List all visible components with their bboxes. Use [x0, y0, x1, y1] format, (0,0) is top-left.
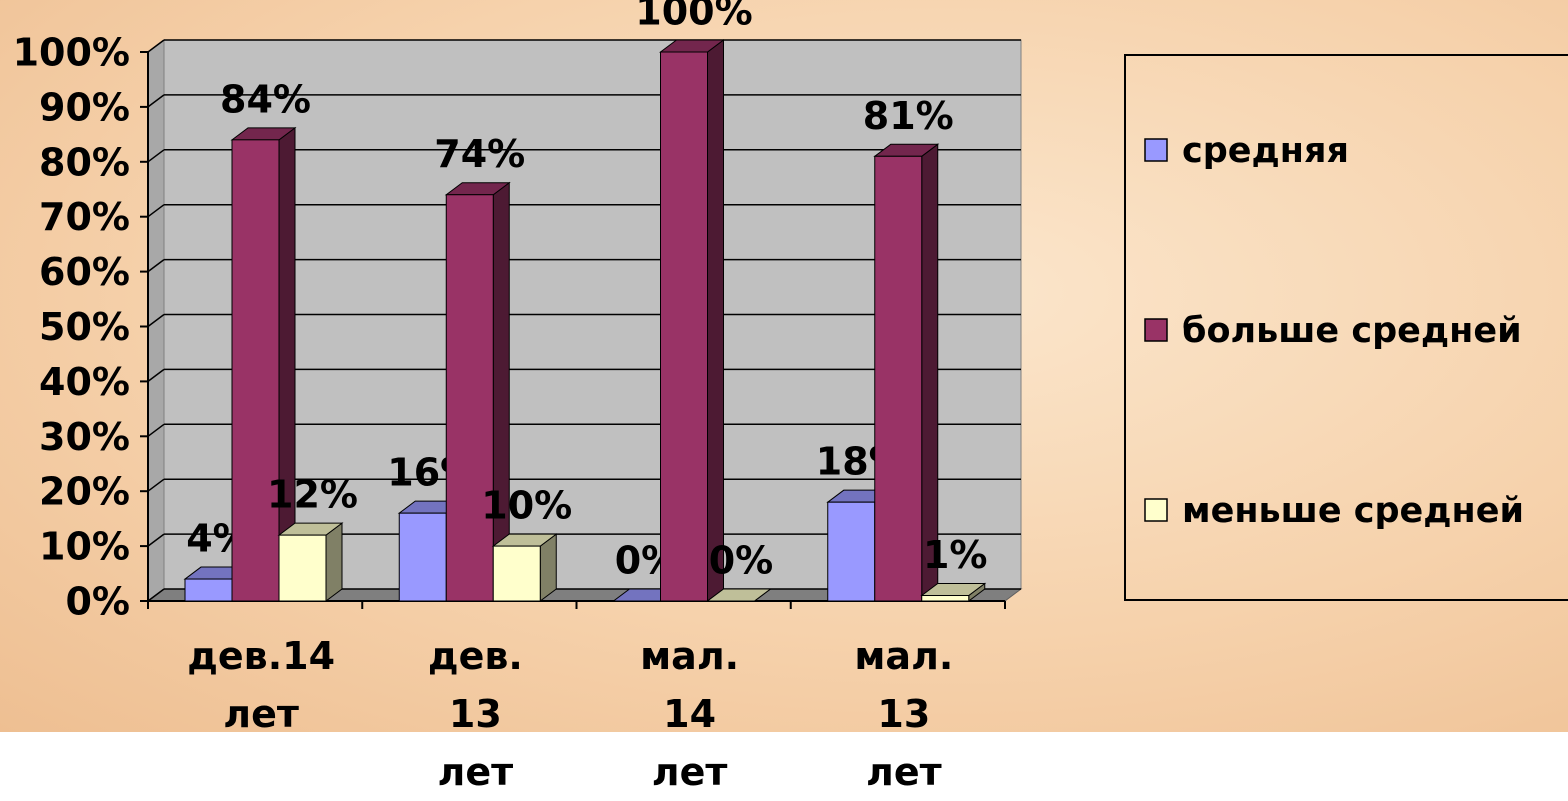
grid-line: [147, 533, 165, 547]
bar-top: [706, 588, 772, 602]
y-tick-label: 90%: [39, 85, 130, 129]
y-tick-label: 40%: [39, 360, 130, 404]
grid-line: [147, 368, 165, 382]
grid-line: [147, 204, 165, 218]
grid-line: [147, 313, 165, 328]
value-label: 84%: [220, 77, 311, 121]
bar: [184, 578, 233, 602]
grid-line: [147, 94, 165, 108]
y-tick-label: 80%: [39, 140, 130, 184]
bar: [278, 534, 327, 602]
bar: [231, 139, 280, 602]
x-tick-label: дев. 13 лет: [427, 634, 523, 794]
grid-line: [147, 39, 165, 53]
legend-label: больше средней: [1182, 311, 1522, 351]
legend-swatch: [1144, 498, 1168, 522]
bar: [660, 51, 708, 602]
chart: 0%10%20%30%40%50%60%70%80%90%100%4%16%0%…: [13, 0, 1568, 624]
bar: [874, 155, 923, 602]
value-label: 0%: [709, 539, 774, 583]
grid-line: [147, 478, 165, 492]
bar-side: [325, 522, 343, 602]
bar: [492, 545, 541, 602]
y-tick-label: 50%: [39, 305, 130, 349]
legend-swatch: [1144, 138, 1168, 162]
y-tick-label: 60%: [39, 250, 130, 294]
grid-line: [147, 423, 165, 437]
value-label: 100%: [635, 0, 752, 34]
grid-line: [147, 588, 165, 602]
bar: [827, 501, 876, 602]
legend-label: средняя: [1182, 131, 1349, 171]
value-label: 12%: [267, 473, 358, 517]
value-label: 74%: [434, 132, 525, 176]
y-tick-label: 30%: [39, 415, 130, 459]
legend-swatch: [1144, 318, 1168, 342]
bar-side: [707, 39, 724, 602]
value-label: 81%: [863, 94, 954, 138]
y-tick-label: 100%: [13, 31, 130, 75]
y-tick-label: 0%: [65, 580, 130, 624]
grid-line: [147, 149, 165, 163]
x-tick-label: мал. 13 лет: [854, 634, 954, 794]
legend-box: [1124, 54, 1568, 601]
legend-label: меньше средней: [1182, 491, 1524, 531]
grid-line: [147, 259, 165, 273]
value-label: 10%: [481, 484, 572, 528]
y-tick-label: 20%: [39, 470, 130, 514]
bar: [398, 512, 447, 602]
bar: [921, 595, 970, 602]
value-label: 1%: [923, 533, 988, 577]
x-tick-label: дев.14 лет: [187, 634, 336, 736]
x-tick-label: мал. 14 лет: [640, 634, 740, 794]
bar: [445, 194, 494, 602]
y-tick-label: 10%: [39, 525, 130, 569]
y-tick-label: 70%: [39, 195, 130, 239]
